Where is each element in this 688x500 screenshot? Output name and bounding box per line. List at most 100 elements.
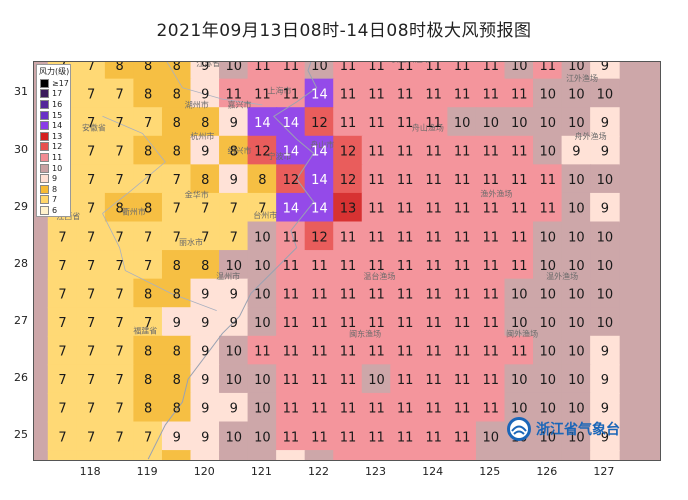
wind-cell — [247, 164, 278, 194]
wind-value-label: 10 — [254, 259, 271, 274]
wind-cell — [561, 78, 592, 109]
wind-value-label: 7 — [144, 173, 152, 188]
wind-cell — [447, 335, 477, 366]
wind-cell — [390, 192, 420, 223]
wind-cell — [161, 135, 192, 166]
wind-cell — [104, 335, 135, 366]
wind-cell — [475, 307, 506, 337]
wind-value-label: 7 — [144, 316, 152, 331]
wind-cell — [219, 335, 249, 366]
wind-value-label: 8 — [173, 287, 181, 302]
wind-value-label: 11 — [283, 287, 300, 302]
wind-value-label: 7 — [87, 62, 95, 74]
wind-cell — [590, 250, 620, 280]
wind-value-label: 7 — [58, 459, 66, 461]
wind-value-label: 8 — [173, 116, 181, 131]
wind-cell — [161, 421, 192, 452]
lat-tick-label: 25 — [14, 428, 28, 442]
wind-cell — [247, 135, 278, 166]
wind-cell — [361, 62, 392, 80]
wind-value-label: 10 — [568, 287, 585, 302]
legend-entry: 16 — [37, 99, 70, 110]
wind-value-label: 11 — [368, 459, 385, 461]
wind-value-label: 11 — [511, 145, 528, 160]
wind-cell — [590, 135, 620, 166]
wind-cell — [447, 192, 477, 223]
wind-value-label: 11 — [397, 116, 414, 131]
wind-value-label: 7 — [58, 430, 66, 445]
wind-value-label: 7 — [115, 287, 123, 302]
place-label: 舟山市 — [310, 140, 334, 150]
legend-swatch — [40, 152, 49, 162]
wind-cell — [133, 364, 163, 394]
wind-cell — [418, 107, 449, 137]
wind-cell — [333, 307, 363, 337]
wind-cell — [533, 421, 563, 452]
wind-cell — [333, 164, 363, 194]
wind-value-label: 12 — [283, 173, 300, 188]
wind-value-label: 7 — [144, 116, 152, 131]
wind-value-label: 11 — [311, 316, 328, 331]
wind-value-label: 9 — [601, 373, 609, 388]
wind-cell — [418, 421, 449, 452]
wind-value-label: 14 — [254, 116, 271, 131]
wind-cell — [533, 250, 563, 280]
wind-value-label: 11 — [425, 87, 442, 102]
wind-value-label: 11 — [311, 373, 328, 388]
map-area[interactable]: 江苏省上海市湖州市嘉兴市安徽省杭州市舟山市宁波市绍兴市金华市衢州市台州市江西省丽… — [33, 61, 661, 461]
wind-value-label: 9 — [173, 316, 181, 331]
wind-cell — [304, 421, 335, 452]
wind-value-label: 11 — [311, 402, 328, 417]
wind-cell — [47, 278, 78, 309]
wind-cell — [161, 250, 192, 280]
legend-entry: 15 — [37, 110, 70, 121]
wind-cell — [76, 250, 106, 280]
wind-cell — [161, 364, 192, 394]
wind-cell — [247, 107, 278, 137]
wind-cell — [304, 164, 335, 194]
wind-cell — [561, 221, 592, 252]
wind-cell — [219, 421, 249, 452]
legend-label: 9 — [52, 174, 58, 184]
wind-value-label: 10 — [511, 116, 528, 131]
wind-cell — [361, 78, 392, 109]
wind-cell — [304, 392, 335, 423]
wind-value-label: 11 — [368, 173, 385, 188]
wind-value-label: 11 — [482, 345, 499, 360]
wind-value-label: 11 — [368, 145, 385, 160]
wind-value-label: 10 — [226, 62, 243, 74]
wind-cell — [561, 307, 592, 337]
wind-value-label: 11 — [340, 287, 357, 302]
wind-value-label: 11 — [454, 202, 471, 217]
wind-value-label: 10 — [568, 373, 585, 388]
wind-cell — [475, 450, 506, 460]
map-title: 2021年09月13日08时-14日08时极大风预报图 — [156, 21, 532, 41]
wind-cell — [418, 221, 449, 252]
coastline — [147, 62, 318, 460]
wind-value-label: 10 — [568, 316, 585, 331]
legend-swatch — [40, 89, 49, 99]
legend-label: 17 — [52, 89, 63, 99]
wind-cell — [333, 135, 363, 166]
wind-value-label: 11 — [511, 345, 528, 360]
wind-value-label: 9 — [201, 87, 209, 102]
wind-cell — [533, 107, 563, 137]
wind-value-label: 11 — [397, 345, 414, 360]
wind-cell — [475, 364, 506, 394]
wind-cell — [390, 164, 420, 194]
wind-cell — [590, 78, 620, 109]
wind-value-label: 11 — [540, 62, 557, 74]
wind-value-label: 10 — [226, 459, 243, 461]
wind-cell — [533, 192, 563, 223]
wind-cell — [447, 364, 477, 394]
legend-label: ≥17 — [52, 78, 69, 88]
wind-value-label: 12 — [340, 145, 357, 160]
wind-value-label: 10 — [254, 459, 271, 461]
wind-cell — [276, 278, 306, 309]
wind-value-label: 11 — [482, 87, 499, 102]
wind-value-label: 9 — [230, 316, 238, 331]
wind-value-label: 7 — [144, 459, 152, 461]
lat-tick-label: 27 — [14, 314, 28, 327]
wind-value-label: 8 — [144, 202, 152, 217]
wind-cell — [276, 307, 306, 337]
